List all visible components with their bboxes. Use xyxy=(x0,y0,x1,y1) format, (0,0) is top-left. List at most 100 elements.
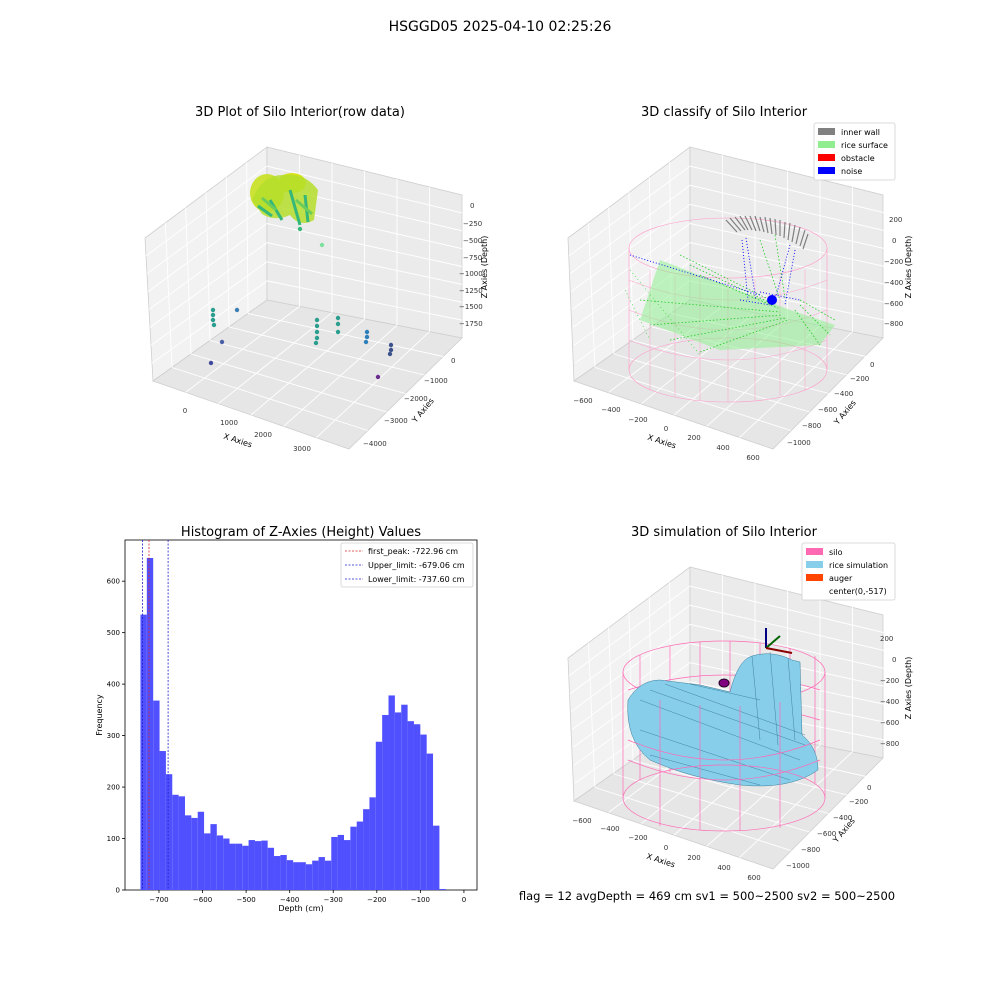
classify-3d-panel: 3D classify of Silo Interior −600 −400 − xyxy=(567,105,913,462)
x-tick: 0 xyxy=(183,407,187,415)
status-footer: flag = 12 avgDepth = 469 cm sv1 = 500~25… xyxy=(519,889,895,903)
rice-surface-fan xyxy=(640,260,835,350)
histogram-bar xyxy=(407,721,414,890)
grid-line xyxy=(689,623,886,670)
histogram-bar xyxy=(388,695,395,890)
classify-z-ticks: 200 0 −200 −400 −600 −800 xyxy=(884,216,903,328)
legend-label: obstacle xyxy=(841,154,875,163)
scatter-point xyxy=(319,242,325,248)
classify-title: 3D classify of Silo Interior xyxy=(641,105,808,120)
histogram-bar xyxy=(324,860,332,890)
grid-line xyxy=(739,751,853,858)
raw-data-cloud xyxy=(250,173,318,226)
grid-line xyxy=(569,604,691,695)
figure-suptitle: HSGGD05 2025-04-10 02:25:26 xyxy=(389,19,612,35)
legend-label: rice simulation xyxy=(829,561,888,570)
histogram-bar xyxy=(293,862,300,890)
x-tick-label: −200 xyxy=(367,896,386,904)
legend-label: noise xyxy=(841,167,862,176)
grid-line xyxy=(689,242,886,285)
x-tick: 600 xyxy=(746,454,759,462)
grid-line xyxy=(150,261,268,346)
scatter-point xyxy=(211,322,217,328)
x-tick: 0 xyxy=(664,425,668,433)
histogram-bar xyxy=(337,834,344,890)
legend-label: Lower_limit: -737.60 cm xyxy=(368,575,465,584)
grid-line xyxy=(148,223,268,310)
simulation-x-ticks: −600 −400 −200 0 200 400 600 xyxy=(572,817,760,882)
scatter-point xyxy=(335,315,341,321)
x-tick: −600 xyxy=(573,397,592,405)
histogram-bar xyxy=(433,825,440,890)
x-tick-label: −700 xyxy=(149,896,168,904)
histogram-bar xyxy=(153,700,160,890)
rice-surface-points xyxy=(624,234,836,356)
z-tick: −200 xyxy=(884,258,903,266)
histogram-bar xyxy=(223,838,230,890)
grid-line xyxy=(689,203,886,250)
z-tick: −200 xyxy=(880,677,899,685)
scatter-point xyxy=(335,329,341,335)
grid-line xyxy=(569,184,691,275)
histogram-x-ticks: −700 −600 −500 −400 −300 −200 −100 0 xyxy=(149,890,466,904)
legend-label: silo xyxy=(829,548,843,557)
y-tick: 0 xyxy=(451,357,455,365)
y-tick-label: 600 xyxy=(107,578,120,586)
legend-label: first_peak: -722.96 cm xyxy=(368,547,458,556)
scatter-point xyxy=(297,226,303,232)
histogram-bar xyxy=(229,843,236,890)
histogram-bar xyxy=(261,840,268,890)
histogram-bar xyxy=(375,741,383,890)
z-tick: −1000 xyxy=(459,270,483,278)
z-tick: 0 xyxy=(470,202,474,210)
legend-swatch-rice-surface xyxy=(818,141,835,148)
histogram-ylabel: Frequency xyxy=(95,694,104,736)
z-tick: −750 xyxy=(463,254,482,262)
z-tick: −500 xyxy=(463,237,482,245)
grid-line xyxy=(145,165,268,257)
raw-data-y-ticks: 0 −1000 −2000 −3000 −4000 xyxy=(363,357,455,448)
histogram-bar xyxy=(210,824,217,890)
histogram-y-ticks: 0 100 200 300 400 500 600 xyxy=(107,578,125,895)
grid-line xyxy=(689,585,886,634)
histogram-bar xyxy=(363,809,370,890)
y-tick: −1000 xyxy=(424,377,448,385)
scatter-point xyxy=(313,340,319,346)
z-tick: −600 xyxy=(880,719,899,727)
grid-line xyxy=(689,184,886,232)
scatter-point xyxy=(314,329,320,335)
grid-line xyxy=(147,204,268,292)
x-tick: 2000 xyxy=(254,431,272,439)
legend-label: Upper_limit: -679.06 cm xyxy=(368,561,465,570)
y-tick: −600 xyxy=(817,830,836,838)
simulation-z-ticks: 200 0 −200 −400 −600 −800 xyxy=(880,635,899,748)
simulation-y-ticks: 0 −200 −400 −600 −800 −1000 xyxy=(786,784,871,870)
auger-axis-y xyxy=(765,635,781,649)
x-tick: 400 xyxy=(717,864,730,872)
y-tick: −4000 xyxy=(363,440,387,448)
histogram-bar xyxy=(350,826,357,890)
noise-cluster xyxy=(767,295,777,305)
simulation-zlabel: Z Axies (Depth) xyxy=(904,657,913,720)
histogram-bar xyxy=(172,794,179,890)
x-tick: 200 xyxy=(687,434,700,442)
x-tick-label: −600 xyxy=(193,896,212,904)
grid-line xyxy=(151,280,268,364)
z-tick: −1250 xyxy=(459,287,483,295)
z-tick: 200 xyxy=(889,216,902,224)
y-tick: −200 xyxy=(849,798,868,806)
legend-frame xyxy=(813,122,896,181)
histogram-panel: Histogram of Z-Axies (Height) Values −70… xyxy=(95,525,478,913)
raw-data-gridlines xyxy=(145,155,463,438)
center-marker xyxy=(718,678,730,688)
noise-streak xyxy=(629,237,801,306)
histogram-bar xyxy=(305,864,313,890)
x-tick: 200 xyxy=(687,854,700,862)
y-tick: −400 xyxy=(833,814,852,822)
legend-swatch-obstacle xyxy=(818,154,835,161)
legend-frame xyxy=(801,542,896,601)
grid-line xyxy=(571,223,691,310)
rice-simulation-mesh xyxy=(639,651,806,786)
raw-data-z-ticks: 0 −250 −500 −750 −1000 −1250 −1500 −1750 xyxy=(459,202,483,328)
